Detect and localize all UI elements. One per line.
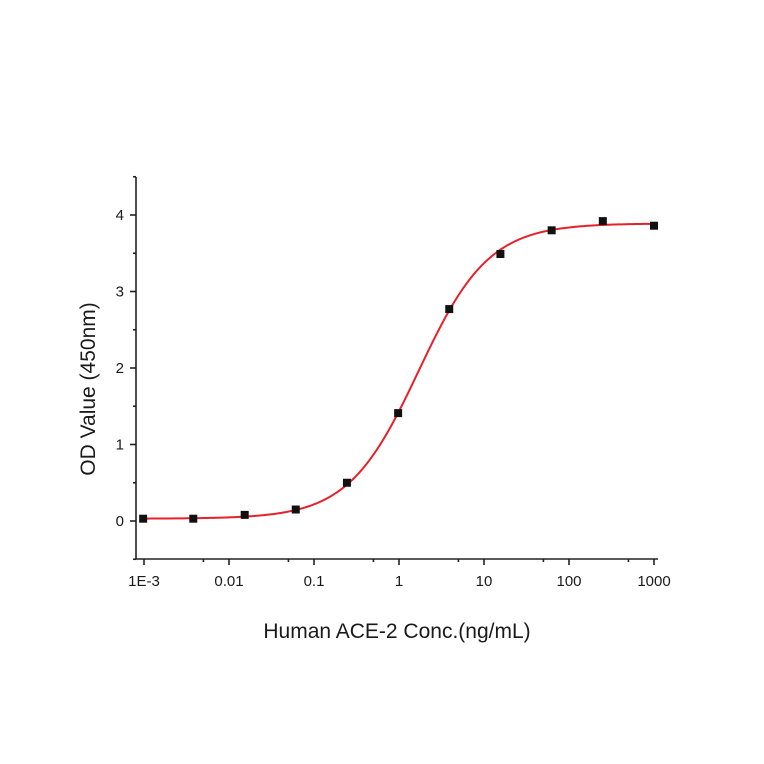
y-axis-title: OD Value (450nm) bbox=[77, 302, 100, 476]
data-point-marker bbox=[445, 305, 454, 314]
x-tick-label: 0.1 bbox=[304, 573, 325, 590]
x-tick-label: 1 bbox=[395, 573, 403, 590]
data-point-marker bbox=[342, 478, 351, 487]
data-point-marker bbox=[189, 514, 198, 523]
x-tick-label: 1E-3 bbox=[128, 573, 160, 590]
y-tick-label: 2 bbox=[116, 360, 124, 377]
x-axis-title: Human ACE-2 Conc.(ng/mL) bbox=[263, 620, 530, 643]
fit-curve-line bbox=[143, 222, 655, 520]
data-point-marker bbox=[291, 505, 300, 514]
data-point-marker bbox=[496, 250, 505, 259]
y-tick-label: 3 bbox=[116, 284, 124, 301]
data-points bbox=[139, 217, 658, 523]
x-tick-label: 1000 bbox=[637, 573, 670, 590]
axes: 0 1 2 3 4 1E-3 0.01 0.1 1 10 100 1000 bbox=[116, 175, 671, 590]
x-tick-label: 0.01 bbox=[214, 573, 243, 590]
data-point-marker bbox=[139, 514, 148, 523]
data-point-marker bbox=[598, 217, 607, 226]
data-point-marker bbox=[240, 510, 249, 519]
y-tick-label: 4 bbox=[116, 207, 124, 224]
y-tick-label: 0 bbox=[116, 513, 124, 530]
y-tick-label: 1 bbox=[116, 437, 124, 454]
x-tick-label: 10 bbox=[476, 573, 493, 590]
data-point-marker bbox=[547, 226, 556, 235]
data-point-marker bbox=[394, 409, 403, 418]
fit-curve bbox=[143, 222, 655, 520]
data-point-marker bbox=[650, 221, 658, 230]
x-tick-label: 100 bbox=[556, 573, 581, 590]
